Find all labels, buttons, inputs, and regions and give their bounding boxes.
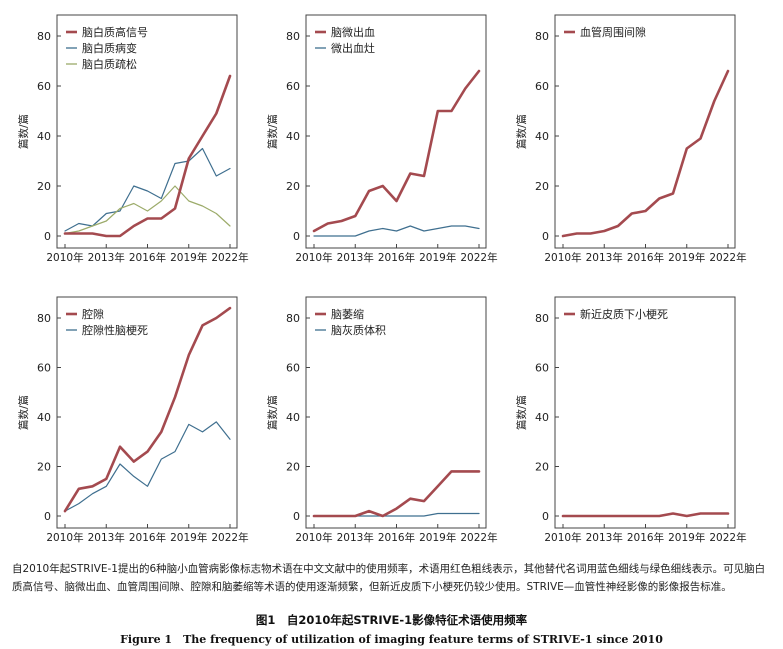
x-tick-label: 2010年	[544, 251, 581, 264]
x-tick-label: 2013年	[88, 531, 125, 544]
x-tick-label: 2010年	[544, 531, 581, 544]
y-tick-label: 40	[37, 411, 51, 424]
series-line-2	[313, 225, 480, 237]
y-axis-label: 篇数/篇	[515, 114, 528, 149]
figure-title-english: Figure 1 The frequency of utilization of…	[120, 633, 663, 646]
y-tick-label: 20	[286, 461, 300, 474]
x-tick-label: 2016年	[627, 531, 664, 544]
y-axis-label: 篇数/篇	[266, 114, 279, 149]
y-tick-label: 40	[37, 130, 51, 143]
x-tick-label: 2013年	[88, 251, 125, 264]
x-tick-label: 2019年	[668, 531, 705, 544]
series-line-1	[63, 306, 232, 513]
x-tick-label: 2010年	[46, 531, 83, 544]
legend-label: 新近皮质下小梗死	[580, 307, 668, 321]
legend-label: 脑萎缩	[331, 308, 364, 321]
y-tick-label: 40	[535, 411, 549, 424]
y-tick-label: 20	[286, 180, 300, 193]
y-tick-label: 0	[44, 510, 51, 523]
y-tick-label: 80	[535, 312, 549, 325]
x-tick-label: 2022年	[211, 531, 248, 544]
x-tick-label: 2022年	[709, 251, 746, 264]
x-tick-label: 2010年	[295, 251, 332, 264]
x-tick-label: 2013年	[586, 251, 623, 264]
x-tick-label: 2019年	[170, 531, 207, 544]
chart-panel-3: 0 20 40 60 80 2010年 2013年 2016年 2019年 2022年 篇数/篇 血管…	[515, 14, 747, 264]
chart-panel-1: 0 20 40 60 80 2010年 2013年 2016年 2019年 2022年 篇数/篇 脑白…	[17, 14, 249, 264]
y-tick-label: 60	[535, 362, 549, 375]
y-tick-label: 20	[37, 461, 51, 474]
x-tick-label: 2016年	[378, 531, 415, 544]
series-line-1	[63, 74, 232, 238]
chart-panel-5: 0 20 40 60 80 2010年 2013年 2016年 2019年 2022年 篇数/篇 脑萎…	[266, 296, 498, 544]
legend-label: 腔隙性脑梗死	[82, 323, 148, 337]
y-tick-label: 60	[37, 80, 51, 93]
y-tick-label: 60	[286, 362, 300, 375]
y-tick-label: 0	[293, 230, 300, 243]
y-tick-label: 20	[535, 180, 549, 193]
x-tick-label: 2022年	[709, 531, 746, 544]
series-line-2	[64, 421, 231, 512]
y-tick-label: 20	[37, 180, 51, 193]
legend-label: 脑白质病变	[82, 41, 137, 55]
y-tick-label: 60	[286, 80, 300, 93]
series-line-1	[312, 69, 481, 233]
y-axis-label: 篇数/篇	[515, 395, 528, 430]
y-tick-label: 40	[535, 130, 549, 143]
series-line-1	[312, 470, 481, 518]
y-tick-label: 80	[37, 30, 51, 43]
x-tick-label: 2013年	[337, 531, 374, 544]
x-tick-label: 2022年	[460, 251, 497, 264]
plot-frame	[554, 14, 736, 249]
y-tick-label: 0	[542, 510, 549, 523]
y-tick-label: 0	[293, 510, 300, 523]
figure-title-chinese: 图1 自2010年起STRIVE-1影像特征术语使用频率	[255, 613, 528, 627]
legend-label: 血管周围间隙	[580, 25, 646, 39]
y-tick-label: 0	[542, 230, 549, 243]
x-tick-label: 2019年	[668, 251, 705, 264]
y-tick-label: 80	[286, 30, 300, 43]
x-tick-label: 2010年	[46, 251, 83, 264]
chart-panel-2: 0 20 40 60 80 2010年 2013年 2016年 2019年 2022年 篇数/篇 脑微…	[266, 14, 498, 264]
y-axis-label: 篇数/篇	[17, 395, 30, 430]
x-tick-label: 2016年	[129, 251, 166, 264]
y-tick-label: 20	[535, 461, 549, 474]
x-tick-label: 2016年	[627, 251, 664, 264]
chart-panel-6: 0 20 40 60 80 2010年 2013年 2016年 2019年 2022年 篇数/篇 新近…	[515, 296, 747, 544]
y-tick-label: 60	[535, 80, 549, 93]
x-tick-label: 2013年	[337, 251, 374, 264]
series-line-1	[561, 69, 730, 238]
legend-label: 微出血灶	[331, 41, 375, 55]
x-tick-label: 2022年	[211, 251, 248, 264]
y-axis-label: 篇数/篇	[266, 395, 279, 430]
y-tick-label: 80	[535, 30, 549, 43]
x-tick-label: 2019年	[419, 531, 456, 544]
legend-label: 脑微出血	[331, 25, 375, 39]
y-tick-label: 80	[37, 312, 51, 325]
legend-label: 脑灰质体积	[331, 323, 386, 337]
legend-label: 脑白质疏松	[82, 57, 137, 71]
y-tick-label: 0	[44, 230, 51, 243]
legend-label: 脑白质高信号	[82, 25, 148, 39]
x-tick-label: 2022年	[460, 531, 497, 544]
series-line-3	[64, 185, 231, 235]
figure-caption: 自2010年起STRIVE-1提出的6种脑小血管病影像标志物术语在中文文献中的使…	[12, 563, 766, 593]
y-tick-label: 40	[286, 130, 300, 143]
x-tick-label: 2016年	[129, 531, 166, 544]
series-line-1	[561, 512, 730, 518]
x-tick-label: 2016年	[378, 251, 415, 264]
y-tick-label: 40	[286, 411, 300, 424]
legend-label: 腔隙	[82, 307, 104, 321]
y-tick-label: 80	[286, 312, 300, 325]
y-tick-label: 60	[37, 362, 51, 375]
y-axis-label: 篇数/篇	[17, 114, 30, 149]
x-tick-label: 2019年	[419, 251, 456, 264]
chart-panel-4: 0 20 40 60 80 2010年 2013年 2016年 2019年 2022年 篇数/篇 腔隙…	[17, 296, 249, 544]
x-tick-label: 2010年	[295, 531, 332, 544]
plot-frame	[554, 296, 736, 529]
x-tick-label: 2019年	[170, 251, 207, 264]
x-tick-label: 2013年	[586, 531, 623, 544]
